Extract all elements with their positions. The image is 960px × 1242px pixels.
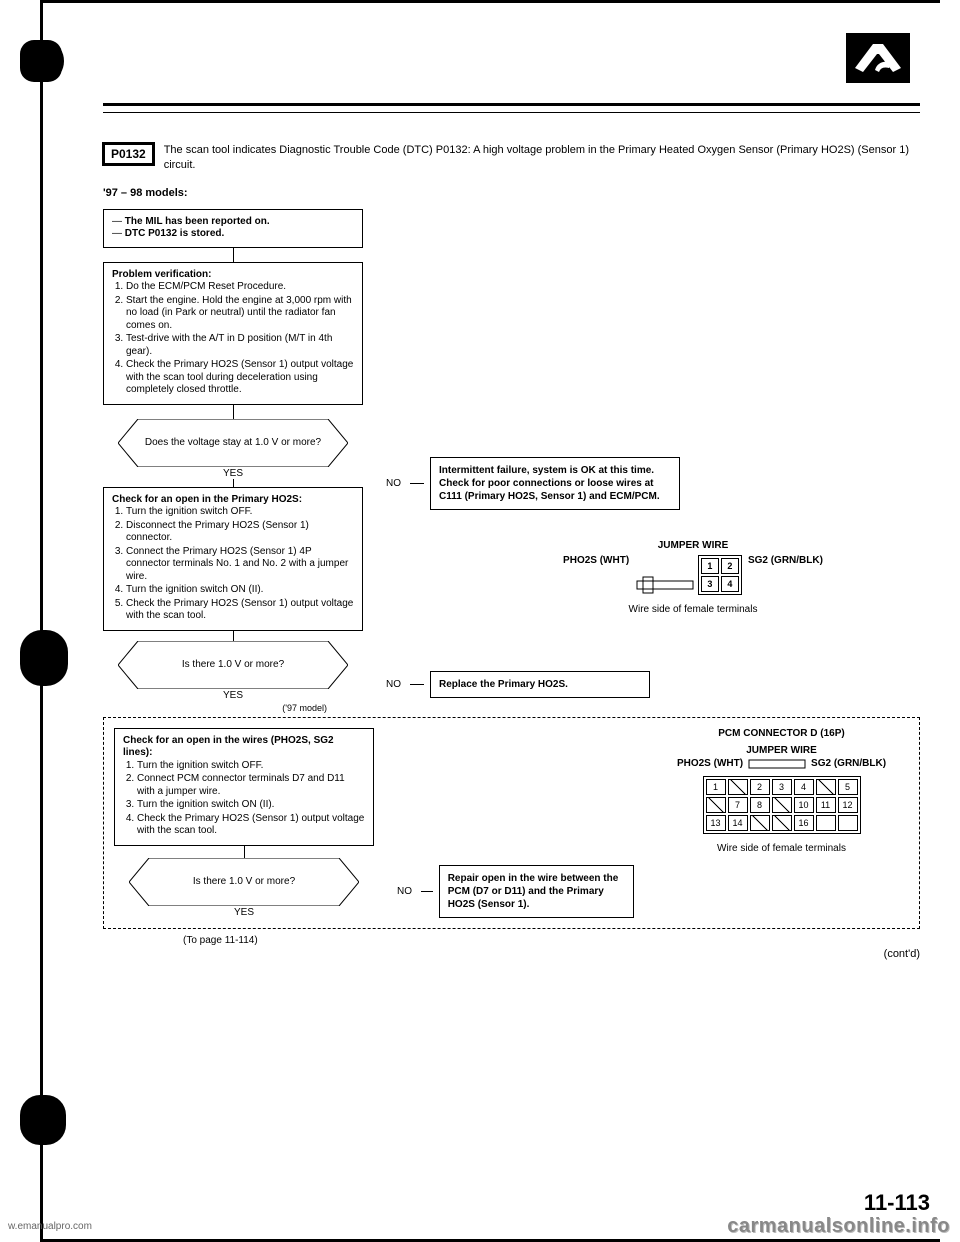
step: Connect PCM connector terminals D7 and D… [137,773,365,798]
terminal-caption: Wire side of female terminals [563,604,823,615]
dtc-code-badge: P0132 [103,143,154,165]
pcm-connector-title: PCM CONNECTOR D (16P) [718,728,845,739]
jumper-wire-icon [747,756,807,772]
decision-text: Does the voltage stay at 1.0 V or more? [145,437,321,448]
no-label: NO [383,477,404,490]
step: Check the Primary HO2S (Sensor 1) output… [126,359,354,397]
pho2s-label: PHO2S (WHT) [677,758,743,769]
sg2-label: SG2 (GRN/BLK) [748,555,823,566]
source-url: w.emanualpro.com [8,1221,92,1232]
step: Check the Primary HO2S (Sensor 1) output… [137,813,365,838]
no-label: NO [383,678,404,691]
page: P0132 The scan tool indicates Diagnostic… [40,0,940,1242]
continued-label: (cont'd) [103,948,920,960]
pcm-connector-16p: 1 234 5 78 101112 1314 16 [703,776,861,834]
step: Connect the Primary HO2S (Sensor 1) 4P c… [126,546,354,584]
step: Start the engine. Hold the engine at 3,0… [126,295,354,333]
rule-thick [103,103,920,106]
jumper-wire-title: JUMPER WIRE [563,540,823,551]
models-label: '97 – 98 models: [103,187,920,199]
sg2-label: SG2 (GRN/BLK) [811,758,886,769]
terminal-caption: Wire side of female terminals [654,843,909,854]
model-note: ('97 model) [103,703,327,713]
mil-line1: The MIL has been reported on. [125,216,270,227]
jumper-wire-icon [635,575,695,595]
decision-voltage-1: Does the voltage stay at 1.0 V or more? [118,419,348,467]
step: Turn the ignition switch ON (II). [126,584,354,597]
step: Turn the ignition switch OFF. [126,506,354,519]
no-label: NO [394,885,415,898]
decision-voltage-2: Is there 1.0 V or more? [118,641,348,689]
result-repair-wire: Repair open in the wire between the PCM … [439,865,634,918]
yes-label: YES [220,467,246,480]
decision-text: Is there 1.0 V or more? [182,659,284,670]
rule-thin [103,112,920,113]
mil-line2: DTC P0132 is stored. [125,228,224,239]
step: Test-drive with the A/T in D position (M… [126,333,354,358]
step: Check the Primary HO2S (Sensor 1) output… [126,598,354,623]
yes-label: YES [220,689,246,702]
pho2s-label: PHO2S (WHT) [563,555,629,566]
result-intermittent: Intermittent failure, system is OK at th… [430,457,680,510]
step: Turn the ignition switch OFF. [137,760,365,773]
decision-voltage-3: Is there 1.0 V or more? [129,858,359,906]
page-number: 11-113 [864,1190,930,1216]
decision-text: Is there 1.0 V or more? [193,876,295,887]
check-open-primary-ho2s-box: Check for an open in the Primary HO2S: T… [103,487,363,631]
box-title: Problem verification: [112,269,211,280]
connector-4p: 12 34 [698,555,742,595]
dtc-description: The scan tool indicates Diagnostic Troub… [164,143,920,173]
result-replace-ho2s: Replace the Primary HO2S. [430,671,650,698]
step: Disconnect the Primary HO2S (Sensor 1) c… [126,520,354,545]
to-page-ref: (To page 11-114) [183,935,920,946]
jumper-wire-label: JUMPER WIRE [746,745,817,756]
check-open-wires-box: Check for an open in the wires (PHO2S, S… [114,728,374,846]
yes-label: YES [231,906,257,919]
box-title: Check for an open in the wires (PHO2S, S… [123,735,334,759]
model-97-section: Check for an open in the wires (PHO2S, S… [103,717,920,929]
problem-verification-box: Problem verification: Do the ECM/PCM Res… [103,262,363,405]
manufacturer-logo [846,33,910,83]
mil-box: The MIL has been reported on. DTC P0132 … [103,209,363,248]
box-title: Check for an open in the Primary HO2S: [112,494,302,505]
watermark: carmanualsonline.info [727,1215,950,1238]
step: Do the ECM/PCM Reset Procedure. [126,281,354,294]
step: Turn the ignition switch ON (II). [137,799,365,812]
